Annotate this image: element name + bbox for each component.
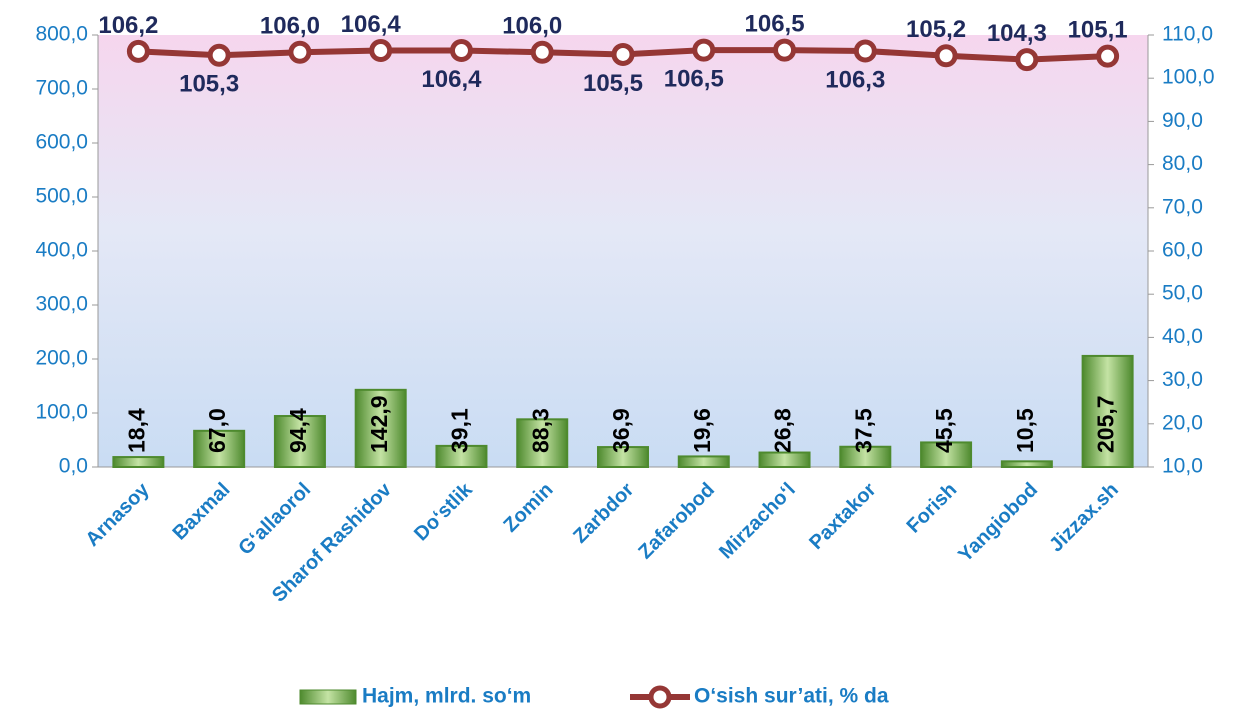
line-value-label: 105,1 — [1068, 17, 1128, 44]
x-tick-label: Paxtakor — [805, 479, 880, 554]
bar-value-label: 94,4 — [285, 408, 311, 453]
y2-tick-label: 90,0 — [1162, 109, 1203, 132]
line-value-label: 106,0 — [260, 13, 320, 40]
line-value-label: 106,0 — [502, 13, 562, 40]
bar-value-label: 142,9 — [366, 395, 392, 453]
bar-value-label: 67,0 — [204, 408, 230, 453]
y-tick-label: 600,0 — [35, 131, 88, 154]
bar — [920, 441, 973, 468]
x-tick-label: Zarbdor — [569, 479, 638, 548]
bar — [597, 446, 649, 469]
y2-tick-label: 10,0 — [1162, 455, 1203, 478]
y2-tick-label: 80,0 — [1162, 152, 1203, 175]
x-tick-label: Forish — [903, 479, 962, 538]
line-value-label: 105,2 — [906, 16, 966, 43]
x-tick-label: Zafarobod — [634, 479, 719, 564]
y2-tick-label: 100,0 — [1162, 66, 1215, 89]
x-tick-label: Do‘stlik — [410, 478, 477, 545]
y-tick-label: 200,0 — [35, 347, 88, 370]
line-marker — [611, 42, 635, 66]
line-marker — [530, 40, 554, 64]
line-marker — [288, 40, 312, 64]
bar — [273, 415, 326, 468]
y2-tick-label: 60,0 — [1162, 239, 1203, 262]
x-tick-label: G‘allaorol — [234, 479, 315, 560]
line-marker — [126, 39, 150, 63]
line-marker — [934, 44, 958, 68]
plot-area — [98, 35, 1148, 467]
x-tick-label: Baxmal — [169, 479, 235, 545]
bar — [193, 429, 246, 469]
line-value-label: 106,5 — [664, 65, 724, 92]
legend-swatch — [648, 685, 672, 709]
y-tick-label: 800,0 — [35, 23, 88, 46]
y2-tick-label: 110,0 — [1162, 23, 1213, 46]
bar-value-label: 36,9 — [608, 408, 634, 453]
y2-tick-label: 70,0 — [1162, 195, 1203, 218]
bar — [839, 445, 892, 468]
bar-value-label: 88,3 — [527, 408, 553, 453]
bar — [758, 451, 811, 469]
line-value-label: 106,4 — [421, 66, 482, 93]
y2-tick-label: 20,0 — [1162, 411, 1203, 434]
x-tick-label: Mirzacho‘l — [715, 479, 800, 564]
legend-label: Hajm, mlrd. so‘m — [362, 685, 531, 708]
y-tick-label: 100,0 — [35, 401, 88, 424]
y2-tick-label: 50,0 — [1162, 282, 1203, 305]
bar — [1000, 460, 1053, 468]
bar — [354, 388, 407, 469]
bar — [516, 418, 569, 468]
bar-value-label: 19,6 — [689, 408, 715, 453]
line-value-label: 105,5 — [583, 70, 643, 97]
y-tick-label: 700,0 — [35, 77, 88, 100]
bar — [677, 455, 730, 468]
bar-value-label: 37,5 — [850, 408, 876, 453]
y2-tick-label: 30,0 — [1162, 368, 1203, 391]
x-tick-label: Jizzax.sh — [1045, 479, 1123, 557]
line-marker — [773, 38, 797, 62]
bar — [435, 444, 488, 468]
bar-value-label: 10,5 — [1012, 408, 1038, 453]
line-marker — [853, 39, 877, 63]
y-tick-label: 400,0 — [35, 239, 88, 262]
bar-value-label: 18,4 — [123, 408, 149, 453]
bar — [1081, 354, 1134, 468]
line-value-label: 106,5 — [745, 10, 805, 37]
bar-value-label: 26,8 — [770, 408, 796, 453]
line-marker — [1096, 44, 1120, 68]
line-marker — [449, 39, 473, 63]
x-tick-label: Arnasoy — [82, 478, 155, 551]
line-marker — [1015, 48, 1039, 72]
line-value-label: 105,3 — [179, 71, 239, 98]
line-value-label: 106,3 — [825, 66, 885, 93]
bar — [112, 456, 165, 468]
y2-tick-label: 40,0 — [1162, 325, 1203, 348]
legend-label: O‘sish sur’ati, % da — [694, 685, 889, 708]
line-value-label: 106,2 — [98, 12, 158, 39]
bar-value-label: 39,1 — [447, 408, 473, 453]
bar-value-label: 205,7 — [1093, 395, 1119, 453]
line-marker — [692, 38, 716, 62]
line-value-label: 104,3 — [987, 20, 1047, 47]
legend-swatch — [299, 689, 357, 705]
x-tick-label: Yangiobod — [954, 479, 1042, 567]
x-tick-label: Zomin — [500, 479, 558, 537]
line-marker — [369, 39, 393, 63]
line-value-label: 106,4 — [341, 11, 402, 38]
y-tick-label: 300,0 — [35, 293, 88, 316]
y-tick-label: 500,0 — [35, 185, 88, 208]
y-tick-label: 0,0 — [59, 455, 88, 478]
bar-value-label: 45,5 — [931, 408, 957, 453]
line-marker — [207, 43, 231, 67]
